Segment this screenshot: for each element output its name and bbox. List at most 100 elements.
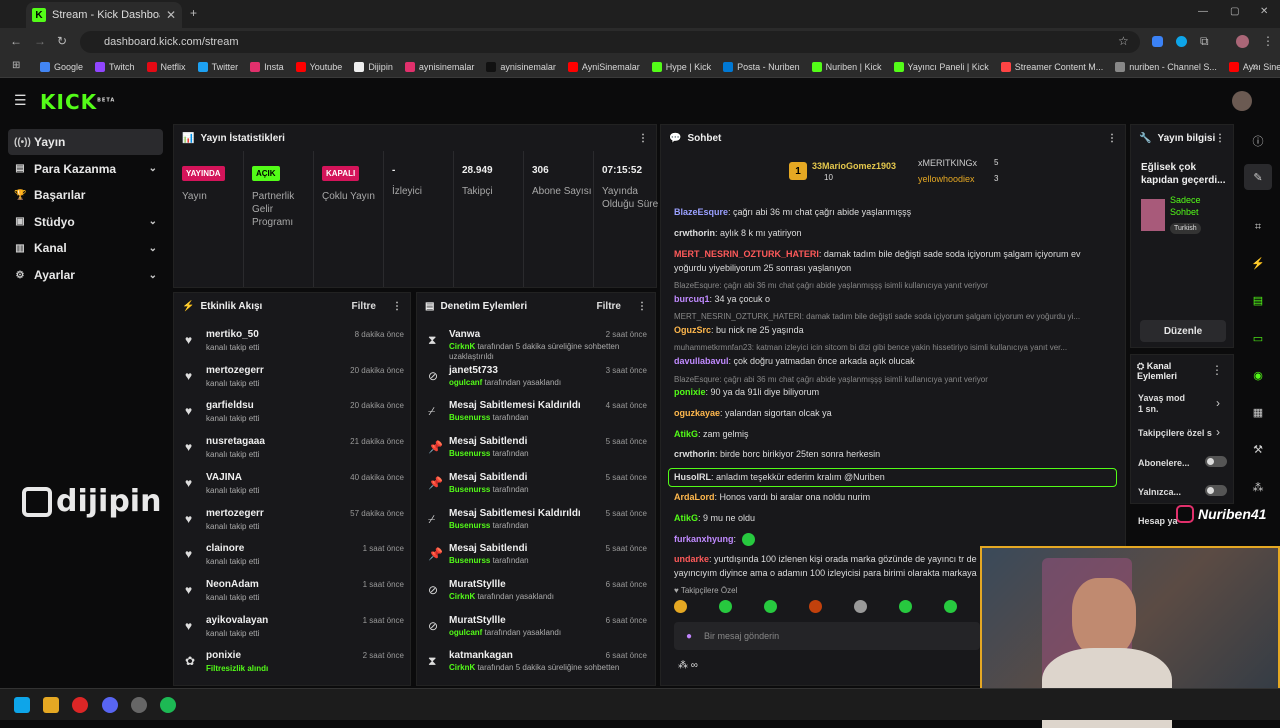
chevron-right-icon[interactable]: › [1216, 396, 1220, 410]
hamburger-menu-icon[interactable]: ☰ [14, 92, 27, 108]
moderation-action[interactable]: ⊘ janet5t733 ogulcanf tarafından yasakland… [425, 363, 647, 399]
bookmark-item[interactable]: Google [40, 61, 83, 72]
sidebar-item-4[interactable]: ▥ Kanal ⌄ [8, 235, 163, 261]
moderator-name[interactable]: CirknK [449, 663, 476, 673]
chevron-down-icon[interactable]: ⌄ [148, 242, 157, 254]
back-icon[interactable]: ← [10, 34, 22, 48]
extension-icon[interactable] [1176, 36, 1187, 47]
event-username[interactable]: mertozegerr [206, 364, 264, 376]
moderation-action[interactable]: ⌿ Mesaj Sabitlemesi Kaldırıldı Busenurss t… [425, 506, 647, 542]
bookmark-item[interactable]: aynisinemalar [404, 61, 474, 72]
activity-event[interactable]: ♥ nusretagaaa kanalı takip etti 21 dakika ö… [182, 434, 404, 468]
activity-filter-button[interactable]: Filtre [351, 300, 376, 312]
forward-icon[interactable]: → [34, 34, 46, 48]
moderation-action[interactable]: ⊘ MuratStyllle ogulcanf tarafından yasakla… [425, 613, 647, 649]
more-bookmarks-icon[interactable]: » [1252, 59, 1259, 73]
spotify-icon[interactable] [160, 697, 176, 713]
emote-icon[interactable] [944, 600, 957, 613]
chevron-down-icon[interactable]: ⌄ [148, 163, 157, 175]
moderation-action[interactable]: 📌 Mesaj Sabitlendi Busenurss tarafından 5 s… [425, 541, 647, 577]
apps-grid-icon[interactable]: ⊞ [12, 60, 21, 71]
chevron-down-icon[interactable]: ⌄ [148, 216, 157, 228]
stats-menu-icon[interactable]: ⋮ [638, 132, 648, 144]
bookmark-item[interactable]: Dijipin [354, 61, 393, 72]
chat-input[interactable]: ● Bir mesaj gönderin [674, 622, 980, 650]
chat-username[interactable]: ponixie [674, 387, 706, 397]
stream-info-menu-icon[interactable]: ⋮ [1215, 132, 1225, 144]
moderator-name[interactable]: CirknK [449, 342, 476, 351]
event-username[interactable]: mertiko_50 [206, 329, 259, 340]
emote-icon[interactable] [674, 600, 687, 613]
slow-mode-label[interactable]: Yavaş mod [1138, 393, 1186, 403]
bookmark-item[interactable]: Posta - Nuriben [723, 61, 800, 72]
activity-event[interactable]: ♥ mertozegerr kanalı takip etti 57 dakika ö… [182, 506, 404, 540]
windows-start-icon[interactable] [14, 697, 30, 713]
moderation-action[interactable]: ⊘ MuratStyllle CirknK tarafından yasakland… [425, 577, 647, 613]
top-gifter-3[interactable]: yellowhoodiex [918, 174, 975, 184]
event-username[interactable]: NeonAdam [206, 578, 259, 590]
subscribers-only-toggle[interactable] [1205, 456, 1227, 467]
channel-actions-menu-icon[interactable]: ⋮ [1211, 363, 1223, 377]
moderation-action[interactable]: ⌿ Mesaj Sabitlemesi Kaldırıldı Busenurss t… [425, 398, 647, 434]
bookmark-item[interactable]: Youtube [295, 61, 342, 72]
stream-category[interactable]: Sadece Sohbet [1170, 195, 1201, 217]
chrome-icon[interactable] [72, 697, 88, 713]
chat-icon[interactable]: ▭ [1252, 332, 1264, 345]
emote-icon[interactable] [764, 600, 777, 613]
chat-username[interactable]: MERT_NESRIN_OZTURK_HATERI [674, 249, 819, 259]
event-username[interactable]: ponixie [206, 650, 242, 662]
reload-icon[interactable]: ↻ [57, 34, 68, 48]
profile-avatar[interactable] [1236, 35, 1249, 48]
close-tab-icon[interactable]: ✕ [165, 8, 176, 22]
broadcast-icon[interactable]: ◉ [1253, 369, 1263, 382]
url-input[interactable]: dashboard.kick.com/stream [80, 31, 1140, 53]
sidebar-item-2[interactable]: 🏆 Başarılar [8, 182, 163, 208]
top-gifter-1[interactable]: 33MarioGomez1903 [812, 161, 897, 171]
new-tab-icon[interactable]: + [190, 6, 198, 20]
chat-username[interactable]: burcuq1 [674, 294, 710, 304]
infinity-icon[interactable]: ⁂ ∞ [678, 660, 698, 671]
crop-icon[interactable]: ⌗ [1254, 220, 1262, 233]
moderator-name[interactable]: Busenurss [449, 520, 491, 530]
moderator-name[interactable]: CirknK [449, 591, 476, 601]
chat-username[interactable]: furkanxhyung [674, 533, 734, 544]
minimize-icon[interactable]: — [1198, 6, 1208, 17]
wrench-icon[interactable]: ⚒ [1253, 443, 1263, 456]
extension-icon[interactable] [1152, 36, 1163, 47]
microphone-icon[interactable]: ● [686, 630, 693, 642]
activity-event[interactable]: ♥ VAJINA kanalı takip etti 40 dakika önce [182, 470, 404, 504]
activity-event[interactable]: ♥ mertozegerr kanalı takip etti 20 dakika ö… [182, 363, 404, 397]
top-gifter-2[interactable]: xMERITKINGx [918, 158, 978, 168]
moderation-action[interactable]: ⧗ Vanwa CirknK tarafından 5 dakika süreliğ… [425, 327, 647, 363]
event-username[interactable]: mertozegerr [206, 507, 264, 519]
bookmark-item[interactable]: Nuriben | Kick [811, 61, 882, 72]
file-explorer-icon[interactable] [43, 697, 59, 713]
moderator-name[interactable]: Busenurss [449, 413, 491, 423]
emote-icon[interactable] [899, 600, 912, 613]
bookmark-item[interactable]: Yayıncı Paneli | Kick [893, 61, 989, 72]
event-username[interactable]: garfieldsu [206, 400, 254, 412]
bookmark-item[interactable]: Streamer Content M... [1000, 61, 1103, 72]
moderation-action[interactable]: 📌 Mesaj Sabitlendi Busenurss tarafından 5 s… [425, 434, 647, 470]
edit-button[interactable]: Düzenle [1140, 320, 1226, 342]
activity-event[interactable]: ♥ ayikovalayan kanalı takip etti 1 saat önc… [182, 613, 404, 647]
close-window-icon[interactable]: ✕ [1260, 6, 1269, 17]
lightning-icon[interactable]: ⚡ [1251, 257, 1265, 270]
event-username[interactable]: clainore [206, 543, 245, 555]
browser-tab[interactable]: K Stream - Kick Dashboard ✕ [26, 2, 182, 28]
chat-username[interactable]: ArdaLord [674, 492, 715, 502]
bookmark-item[interactable]: nuriben - Channel S... [1115, 61, 1217, 72]
document-icon[interactable]: ▤ [1252, 294, 1264, 307]
chat-username[interactable]: oguzkayae [674, 408, 721, 418]
activity-event[interactable]: ♥ clainore kanalı takip etti 1 saat önce [182, 541, 404, 575]
chevron-right-icon[interactable]: › [1216, 425, 1220, 439]
bookmark-item[interactable]: aynisinemalar [486, 61, 556, 72]
bookmark-item[interactable]: Twitch [95, 61, 135, 72]
maximize-icon[interactable]: ▢ [1230, 6, 1240, 17]
moderator-name[interactable]: Busenurss [449, 449, 491, 459]
emote-icon[interactable] [854, 600, 867, 613]
moderation-filter-button[interactable]: Filtre [596, 300, 621, 312]
moderator-name[interactable]: Busenurss [449, 556, 491, 566]
activity-event[interactable]: ✿ ponixie Filtresizlik alındı 2 saat önce [182, 648, 404, 682]
moderation-menu-icon[interactable]: ⋮ [637, 300, 647, 312]
